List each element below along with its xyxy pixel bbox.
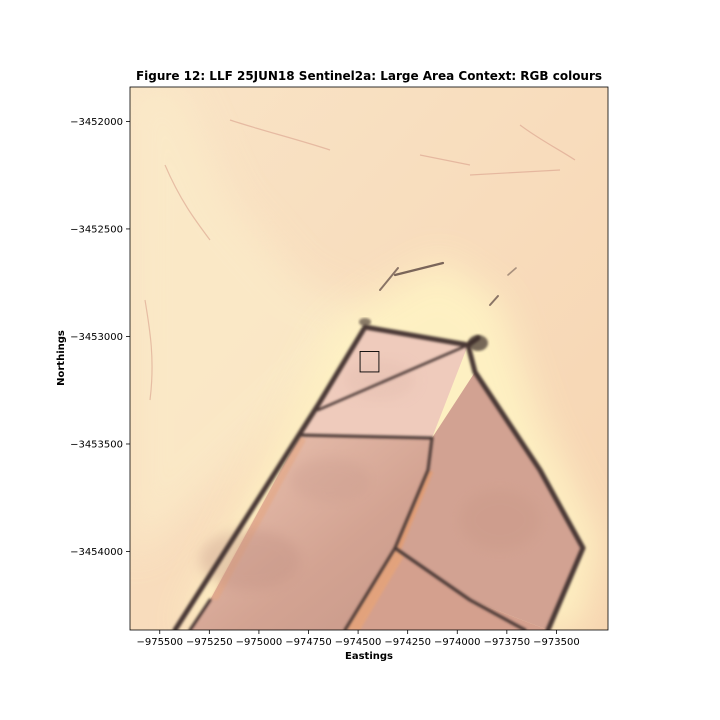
axes-frame bbox=[129, 86, 609, 631]
x-tick-label: −975000 bbox=[236, 637, 283, 648]
y-tick-label: −3454000 bbox=[70, 547, 123, 558]
x-tick-label: −974250 bbox=[384, 637, 431, 648]
pale-dune-band bbox=[130, 87, 390, 560]
salt-pan bbox=[190, 327, 583, 630]
apex-shadow bbox=[468, 335, 488, 351]
y-tick-label: −3453500 bbox=[70, 439, 123, 450]
satellite-image bbox=[130, 87, 608, 630]
apex-streaks bbox=[379, 261, 517, 306]
x-tick-label: −974750 bbox=[285, 637, 332, 648]
x-tick-label: −974500 bbox=[335, 637, 382, 648]
x-tick-label: −974000 bbox=[434, 637, 481, 648]
y-tick-label: −3452500 bbox=[70, 224, 123, 235]
y-axis-label: Northings bbox=[56, 330, 67, 386]
x-tick-label: −975500 bbox=[136, 637, 183, 648]
x-axis-ticks: −975500 −975250 −975000 −974750 −974500 −9742… bbox=[136, 630, 580, 648]
x-tick-label: −973500 bbox=[533, 637, 580, 648]
y-tick-label: −3453000 bbox=[70, 332, 123, 343]
drainage-streaks bbox=[144, 119, 576, 401]
y-axis-ticks: −3452000 −3452500 −3453000 −3453500 −3454000 bbox=[70, 117, 130, 558]
study-area-box bbox=[359, 351, 380, 373]
x-tick-label: −975250 bbox=[186, 637, 233, 648]
figure-title: Figure 12: LLF 25JUN18 Sentinel2a: Large… bbox=[136, 69, 602, 83]
x-tick-label: −973750 bbox=[484, 637, 531, 648]
y-tick-label: −3452000 bbox=[70, 117, 123, 128]
x-axis-label: Eastings bbox=[345, 651, 393, 662]
